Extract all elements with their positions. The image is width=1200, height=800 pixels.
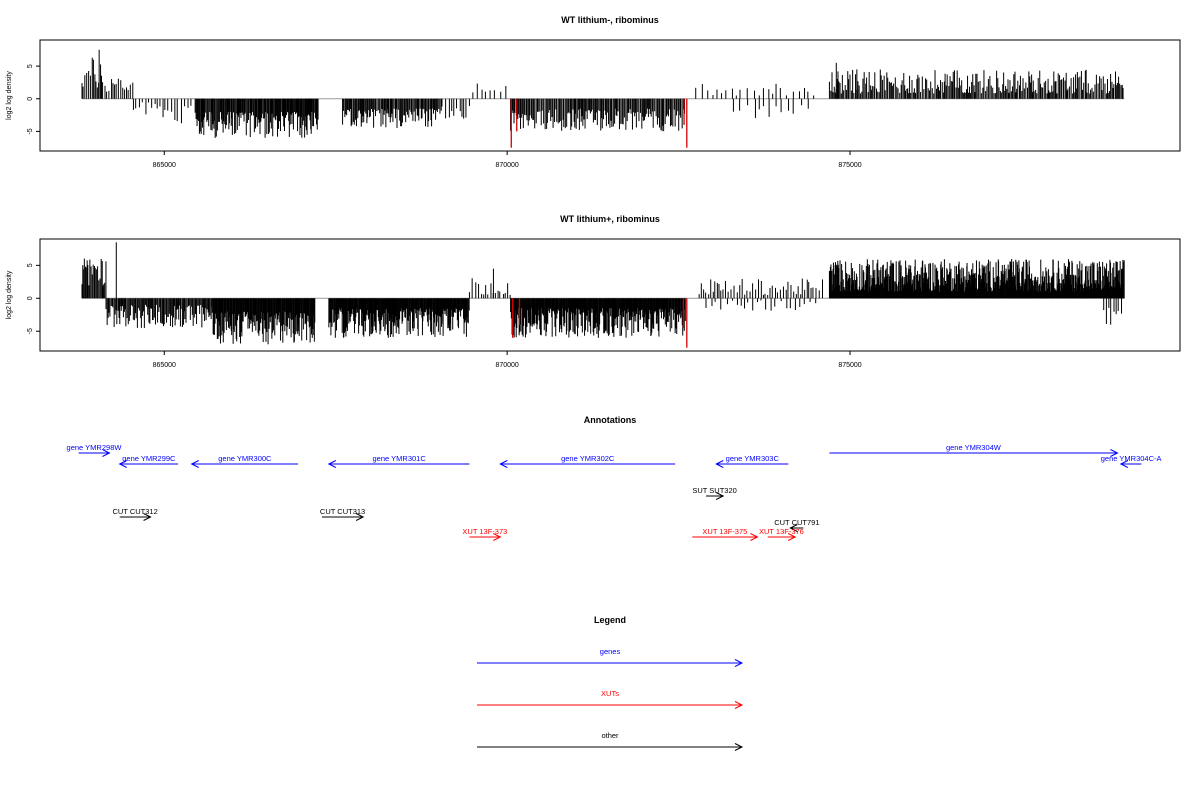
feature-label: SUT SUT320 [692, 486, 736, 495]
legend-arrowhead [734, 659, 744, 667]
y-axis-label: log2 log density [6, 270, 13, 319]
y-tick-label: 0 [27, 296, 34, 300]
feature-label: gene YMR298W [67, 443, 123, 452]
annotation-feature: gene YMR303C [715, 454, 789, 468]
track-title: WT lithium-, ribominus [561, 15, 659, 25]
plot-frame [39, 238, 1181, 352]
feature-arrowhead [750, 533, 759, 541]
feature-label: gene YMR304W [946, 443, 1002, 452]
feature-arrowhead [715, 492, 725, 500]
feature-label: gene YMR302C [561, 454, 615, 463]
feature-arrowhead [789, 524, 798, 532]
annotation-feature: gene YMR304W [829, 443, 1119, 457]
feature-label: gene YMR300C [218, 454, 272, 463]
feature-label: gene YMR301C [373, 454, 427, 463]
feature-label: XUT 13F-373 [462, 527, 507, 536]
feature-label: XUT 13F-375 [702, 527, 747, 536]
feature-arrowhead [355, 513, 365, 521]
legend-label: XUTs [601, 689, 619, 698]
feature-arrowhead [493, 533, 502, 541]
x-tick-label: 875000 [838, 162, 861, 169]
feature-arrowhead [499, 460, 508, 468]
annotation-feature: gene YMR301C [327, 454, 470, 468]
y-tick-label: 5 [27, 263, 34, 267]
feature-arrowhead [190, 460, 199, 468]
y-axis-label: log2 log density [6, 71, 13, 120]
feature-arrowhead [1110, 449, 1119, 457]
legend-label: other [601, 731, 619, 740]
x-tick-label: 875000 [838, 362, 861, 369]
coverage-tracks: WT lithium-, ribominus -5 0 5 log2 log densi… [6, 15, 1181, 369]
coverage-bars [81, 49, 1125, 148]
annotation-feature: XUT 13F-375 [692, 527, 759, 541]
y-tick-label: 0 [27, 97, 34, 101]
feature-label: CUT CUT313 [320, 507, 365, 516]
feature-label: gene YMR304C-A [1101, 454, 1162, 463]
x-tick-label: 870000 [495, 162, 518, 169]
annotation-feature: XUT 13F-376 [759, 527, 804, 541]
legend-panel: Legend genes XUTs other [477, 615, 744, 751]
annotation-feature: gene YMR298W [67, 443, 123, 457]
feature-arrowhead [327, 460, 337, 468]
feature-arrowhead [143, 513, 152, 521]
track-title: WT lithium+, ribominus [560, 214, 660, 224]
y-tick-label: -5 [27, 328, 34, 334]
feature-label: gene YMR299C [122, 454, 176, 463]
legend-item: XUTs [477, 689, 744, 709]
annotation-feature: SUT SUT320 [692, 486, 737, 500]
feature-arrowhead [715, 460, 724, 468]
legend-item: genes [477, 647, 744, 667]
annotation-feature: CUT CUT313 [320, 507, 365, 521]
annotation-feature: CUT CUT791 [774, 518, 820, 532]
legend-item: other [477, 731, 744, 751]
legend-label: genes [600, 647, 621, 656]
feature-arrowhead [1119, 460, 1129, 468]
feature-arrowhead [102, 449, 111, 457]
feature-label: XUT 13F-376 [759, 527, 804, 536]
x-tick-label: 865000 [153, 162, 176, 169]
feature-arrowhead [787, 533, 797, 541]
annotation-feature: XUT 13F-373 [462, 527, 507, 541]
annotation-feature: gene YMR302C [499, 454, 676, 468]
annotations-title: Annotations [584, 415, 637, 425]
coverage-track-1: WT lithium-, ribominus -5 0 5 log2 log densi… [6, 15, 1181, 169]
y-tick-label: 5 [27, 64, 34, 68]
annotation-feature: gene YMR304C-A [1101, 454, 1162, 468]
coverage-bars [81, 242, 1125, 348]
annotation-feature: gene YMR300C [190, 454, 298, 468]
feature-label: CUT CUT791 [774, 518, 819, 527]
x-tick-label: 865000 [153, 362, 176, 369]
plot-frame [39, 39, 1181, 152]
legend-title: Legend [594, 615, 626, 625]
coverage-track-2: WT lithium+, ribominus -5 0 5 log2 log densi… [6, 214, 1181, 369]
y-tick-label: -5 [27, 128, 34, 134]
annotation-feature: CUT CUT312 [112, 507, 158, 521]
x-tick-label: 870000 [495, 362, 518, 369]
annotations-panel: Annotations gene YMR298W gene YMR299C gene … [67, 415, 1162, 541]
feature-arrowhead [118, 460, 127, 468]
legend-arrowhead [734, 701, 744, 709]
legend-arrowhead [734, 743, 744, 751]
feature-label: gene YMR303C [726, 454, 780, 463]
feature-label: CUT CUT312 [112, 507, 157, 516]
annotation-feature: gene YMR299C [118, 454, 178, 468]
